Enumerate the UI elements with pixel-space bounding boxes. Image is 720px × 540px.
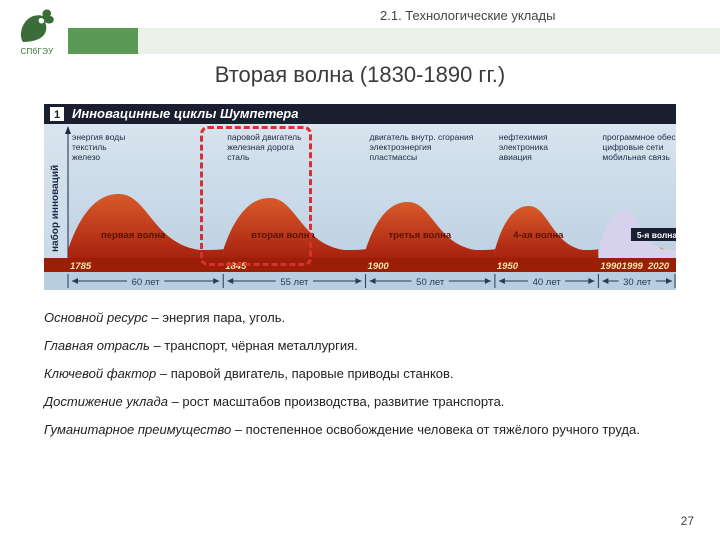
duration-label: 50 лет	[416, 277, 445, 288]
wave-tech: текстиль	[72, 142, 107, 152]
schumpeter-chart: 1 Инновацинные циклы Шумпетера набор иннов…	[44, 104, 676, 290]
duration-label: 60 лет	[132, 277, 161, 288]
breadcrumb: 2.1. Технологические уклады	[380, 8, 555, 23]
note-label: Ключевой фактор	[44, 366, 156, 381]
wave-name: 4-ая волна	[513, 230, 564, 241]
header-accent	[68, 28, 138, 54]
year-label: 1950	[497, 261, 519, 272]
duration-label: 40 лет	[533, 277, 562, 288]
year-label: 1900	[368, 261, 390, 272]
wave-tech: электроэнергия	[370, 142, 432, 152]
duration-label: 30 лет	[623, 277, 652, 288]
note-line: Достижение уклада – рост масштабов произ…	[44, 394, 676, 411]
wave-tech: мобильная связь	[602, 152, 670, 162]
note-label: Гуманитарное преимущество	[44, 422, 231, 437]
note-line: Ключевой фактор – паровой двигатель, пар…	[44, 366, 676, 383]
wave-name: первая волна	[101, 230, 166, 241]
wave-tech: цифровые сети	[602, 142, 663, 152]
wave-tech: нефтехимия	[499, 132, 548, 142]
wave-name: третья волна	[389, 230, 452, 241]
header-strip	[68, 28, 720, 54]
page-title: Вторая волна (1830-1890 гг.)	[0, 62, 720, 88]
note-line: Главная отрасль – транспорт, чёрная мета…	[44, 338, 676, 355]
note-line: Гуманитарное преимущество – постепенное …	[44, 422, 676, 439]
logo: СПбГЭУ	[14, 6, 60, 56]
chart-svg: 1 Инновацинные циклы Шумпетера набор иннов…	[44, 104, 676, 290]
griffin-icon	[17, 6, 57, 46]
wave-tech: пластмассы	[370, 152, 418, 162]
wave-tech: программное обеспечение	[602, 132, 676, 142]
wave-tech: сталь	[227, 152, 250, 162]
svg-text:2020: 2020	[647, 261, 670, 272]
year-label: 1785	[70, 261, 92, 272]
svg-text:1999: 1999	[622, 261, 644, 272]
wave-tech: железная дорога	[227, 142, 294, 152]
wave-name: 5-я волна	[637, 230, 676, 240]
year-label: 1990	[600, 261, 622, 272]
duration-label: 55 лет	[280, 277, 309, 288]
svg-text:набор инноваций: набор инноваций	[49, 165, 61, 252]
page-number: 27	[681, 514, 694, 528]
note-label: Основной ресурс	[44, 310, 148, 325]
wave-tech: авиация	[499, 152, 532, 162]
wave-tech: энергия воды	[72, 132, 125, 142]
note-line: Основной ресурс – энергия пара, уголь.	[44, 310, 676, 327]
note-label: Главная отрасль	[44, 338, 150, 353]
svg-text:Инновацинные циклы Шумпетера: Инновацинные циклы Шумпетера	[72, 106, 298, 121]
note-label: Достижение уклада	[44, 394, 168, 409]
notes-block: Основной ресурс – энергия пара, уголь. Гл…	[44, 310, 676, 449]
logo-caption: СПбГЭУ	[14, 47, 60, 56]
wave-tech: электроника	[499, 142, 548, 152]
wave-tech: паровой двигатель	[227, 132, 302, 142]
wave-tech: двигатель внутр. сгорания	[370, 132, 474, 142]
wave-name: вторая волна	[251, 230, 315, 241]
year-label: 1845	[225, 261, 247, 272]
wave-tech: железо	[72, 152, 100, 162]
svg-text:1: 1	[54, 109, 60, 121]
